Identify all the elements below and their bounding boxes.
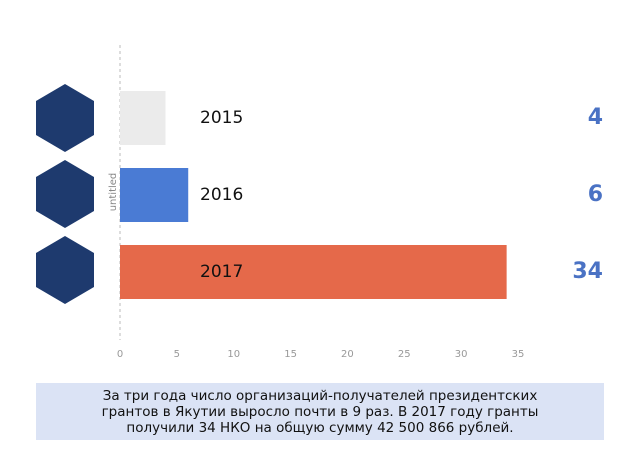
hexagons [36,84,94,304]
bar [120,168,189,222]
x-tick-label: 25 [398,349,411,360]
value-label: 34 [572,259,603,284]
x-tick-label: 35 [512,349,525,360]
x-tick-label: 5 [174,349,180,360]
caption-line: грантов в Якутии выросло почти в 9 раз. … [102,404,539,420]
value-label: 6 [588,182,603,207]
hexagon [36,160,94,228]
caption-box [36,383,604,440]
x-tick-label: 20 [341,349,354,360]
x-tick-label: 30 [455,349,468,360]
bar [120,245,507,299]
hexagon [36,84,94,152]
value-label: 4 [588,105,603,130]
category-label: 2015 [200,108,243,128]
y-axis-label: untitled [108,173,119,212]
category-label: 2016 [200,185,243,205]
x-tick-label: 0 [117,349,123,360]
category-label: 2017 [200,262,243,282]
bar [120,91,166,145]
x-tick-label: 10 [227,349,240,360]
caption-line: получили 34 НКО на общую сумму 42 500 86… [126,420,513,436]
x-tick-label: 15 [284,349,297,360]
caption-line: За три года число организаций-получателе… [103,388,538,404]
hexagon [36,236,94,304]
